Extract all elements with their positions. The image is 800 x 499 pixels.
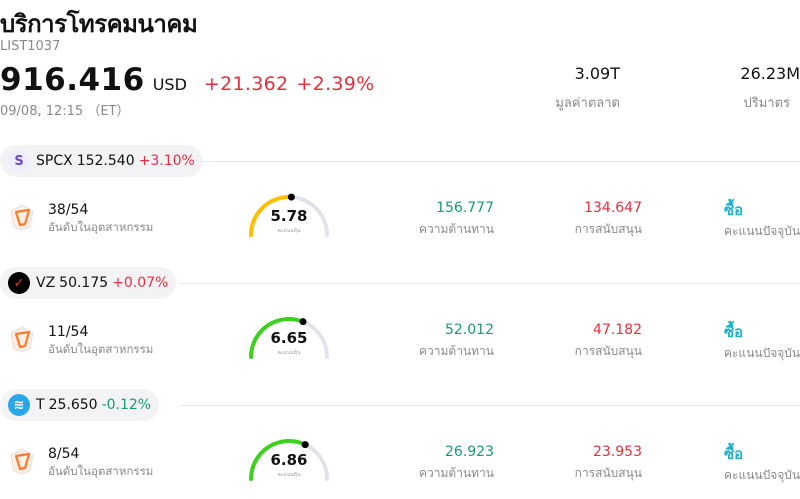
industry-rank: 11/54 <box>48 324 89 340</box>
price-row: 916.416 USD +21.362 +2.39% <box>0 62 375 98</box>
stock-score: 6.86 <box>270 451 308 469</box>
market-cap-label: มูลค่าตลาด <box>555 96 620 111</box>
stock-price: 152.540 <box>76 153 135 169</box>
industry-rank-icon <box>10 204 34 231</box>
resistance-value: 52.012 <box>445 322 494 338</box>
stock-change: -0.12% <box>101 397 152 413</box>
list-code: LIST1037 <box>0 39 61 54</box>
support-value: 23.953 <box>593 444 642 460</box>
industry-rank: 38/54 <box>48 202 89 218</box>
price-change-pct: +2.39% <box>296 73 375 95</box>
stock-score-label: คะแนนหุ้น <box>277 472 301 478</box>
company-logo-icon: S <box>8 150 30 172</box>
resistance-value: 26.923 <box>445 444 494 460</box>
page-title: บริการโทรคมนาคม <box>0 10 198 38</box>
ticker: VZ <box>36 275 56 291</box>
stock-chip[interactable]: ✓ VZ 50.175 +0.07% <box>0 267 177 299</box>
market-cap-value: 3.09T <box>574 64 620 83</box>
price-change: +21.362 <box>203 73 289 95</box>
rating-buy-link[interactable]: ซื้อ <box>724 445 744 463</box>
resistance-value: 156.777 <box>436 200 494 216</box>
rating-label: คะแนนปัจจุบัน <box>724 224 800 238</box>
support-label: การสนับสนุน <box>574 466 642 480</box>
stock-price: 25.650 <box>48 397 98 413</box>
rating-label: คะแนนปัจจุบัน <box>724 468 800 482</box>
industry-rank-label: อันดับในอุตสาหกรรม <box>48 464 154 478</box>
score-gauge <box>249 317 329 359</box>
volume-label: ปริมาตร <box>743 96 790 111</box>
industry-rank-icon <box>10 326 34 353</box>
support-label: การสนับสนุน <box>574 222 642 236</box>
industry-rank-label: อันดับในอุตสาหกรรม <box>48 342 154 356</box>
rating-buy-link[interactable]: ซื้อ <box>724 201 744 219</box>
resistance-label: ความต้านทาน <box>419 466 494 480</box>
timestamp: 09/08, 12:15 （ET） <box>0 104 130 119</box>
industry-rank: 8/54 <box>48 446 80 462</box>
support-label: การสนับสนุน <box>574 344 642 358</box>
row-divider <box>180 283 800 284</box>
stock-change: +0.07% <box>112 275 169 291</box>
stock-chip[interactable]: S SPCX 152.540 +3.10% <box>0 145 203 177</box>
score-gauge <box>249 193 329 237</box>
currency: USD <box>152 75 187 94</box>
stock-change: +3.10% <box>138 153 195 169</box>
row-divider <box>180 161 800 162</box>
resistance-label: ความต้านทาน <box>419 222 494 236</box>
rating-buy-link[interactable]: ซื้อ <box>724 323 744 341</box>
industry-rank-label: อันดับในอุตสาหกรรม <box>48 220 154 234</box>
support-value: 134.647 <box>584 200 642 216</box>
stock-score-label: คะแนนหุ้น <box>277 350 301 356</box>
ticker: SPCX <box>36 153 73 169</box>
rating-label: คะแนนปัจจุบัน <box>724 346 800 360</box>
row-divider <box>180 405 800 406</box>
stock-score-label: คะแนนหุ้น <box>277 228 301 234</box>
index-price: 916.416 <box>0 62 145 98</box>
stock-price: 50.175 <box>59 275 109 291</box>
ticker: T <box>36 397 45 413</box>
volume-value: 26.23M <box>740 64 800 83</box>
company-logo-icon: ✓ <box>8 272 30 294</box>
resistance-label: ความต้านทาน <box>419 344 494 358</box>
stock-score: 5.78 <box>270 207 308 225</box>
industry-rank-icon <box>10 448 34 475</box>
stock-score: 6.65 <box>270 329 308 347</box>
score-gauge <box>249 439 329 481</box>
support-value: 47.182 <box>593 322 642 338</box>
stock-chip[interactable]: ≋ T 25.650 -0.12% <box>0 389 160 421</box>
company-logo-icon: ≋ <box>8 394 30 416</box>
